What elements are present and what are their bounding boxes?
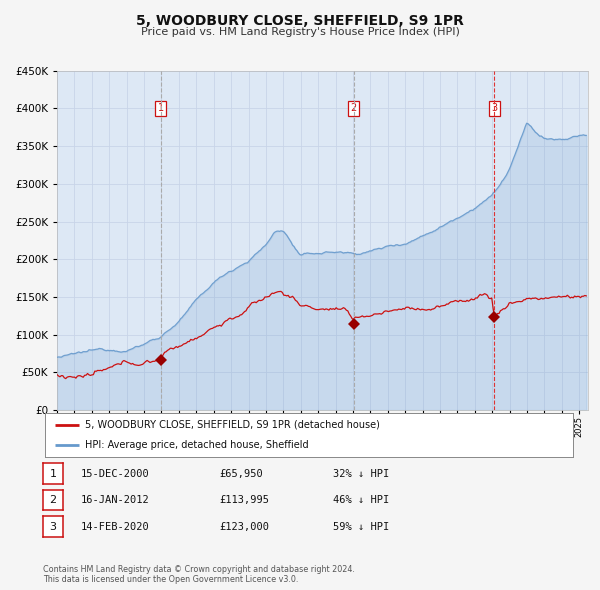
Text: 5, WOODBURY CLOSE, SHEFFIELD, S9 1PR: 5, WOODBURY CLOSE, SHEFFIELD, S9 1PR bbox=[136, 14, 464, 28]
Text: 3: 3 bbox=[50, 522, 56, 532]
Text: 5, WOODBURY CLOSE, SHEFFIELD, S9 1PR (detached house): 5, WOODBURY CLOSE, SHEFFIELD, S9 1PR (de… bbox=[85, 420, 379, 430]
Text: 59% ↓ HPI: 59% ↓ HPI bbox=[333, 522, 389, 532]
Text: £65,950: £65,950 bbox=[219, 469, 263, 478]
Text: 1: 1 bbox=[50, 468, 56, 478]
Text: £123,000: £123,000 bbox=[219, 522, 269, 532]
Text: 46% ↓ HPI: 46% ↓ HPI bbox=[333, 496, 389, 505]
Text: 16-JAN-2012: 16-JAN-2012 bbox=[81, 496, 150, 505]
Text: £113,995: £113,995 bbox=[219, 496, 269, 505]
Text: Contains HM Land Registry data © Crown copyright and database right 2024.
This d: Contains HM Land Registry data © Crown c… bbox=[43, 565, 355, 584]
Text: 14-FEB-2020: 14-FEB-2020 bbox=[81, 522, 150, 532]
Text: HPI: Average price, detached house, Sheffield: HPI: Average price, detached house, Shef… bbox=[85, 440, 308, 450]
Text: Price paid vs. HM Land Registry's House Price Index (HPI): Price paid vs. HM Land Registry's House … bbox=[140, 28, 460, 37]
Text: 3: 3 bbox=[491, 103, 497, 113]
Text: 1: 1 bbox=[158, 103, 164, 113]
Text: 2: 2 bbox=[50, 495, 56, 505]
Text: 2: 2 bbox=[350, 103, 357, 113]
Text: 32% ↓ HPI: 32% ↓ HPI bbox=[333, 469, 389, 478]
Text: 15-DEC-2000: 15-DEC-2000 bbox=[81, 469, 150, 478]
